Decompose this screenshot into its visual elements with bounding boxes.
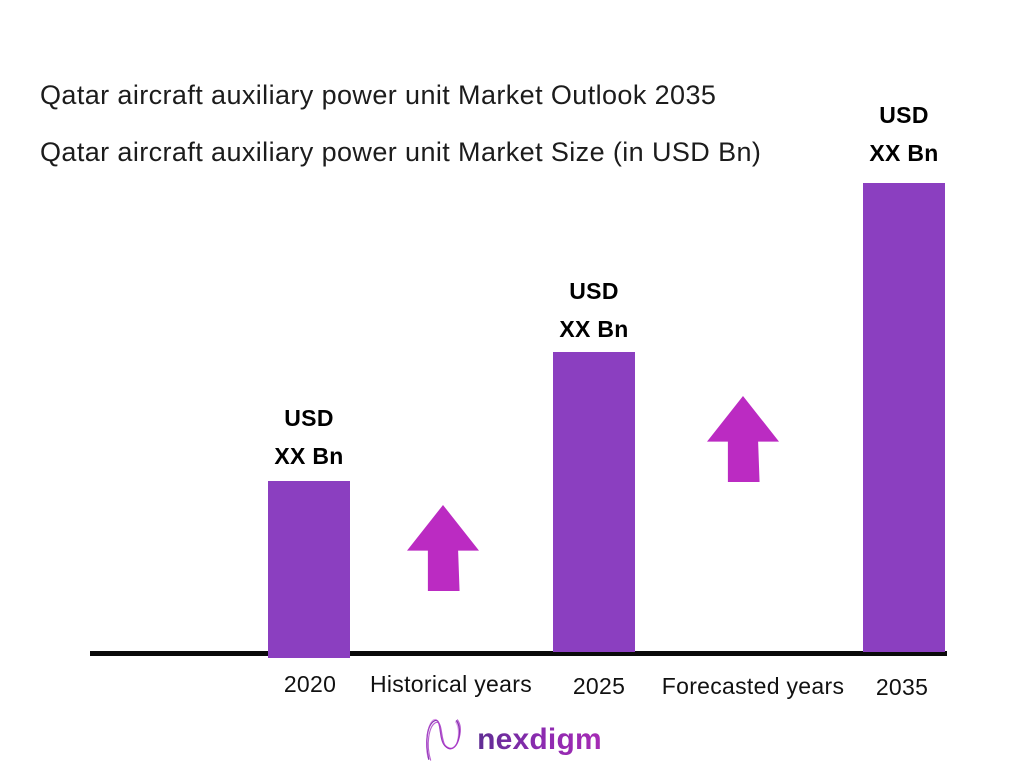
bar-value-label-2035-line2: XX Bn <box>869 140 939 166</box>
brand-logo: nexdigm <box>0 714 1024 766</box>
bar-value-label-2035-line1: USD <box>879 102 929 128</box>
growth-arrow-icon <box>407 505 479 591</box>
chart-title: Qatar aircraft auxiliary power unit Mark… <box>40 80 717 110</box>
x-tick-2035: 2035 <box>875 674 929 700</box>
bar-value-label-2020-line2: XX Bn <box>274 443 344 469</box>
chart-subtitle: Qatar aircraft auxiliary power unit Mark… <box>40 137 762 167</box>
bar-value-label-2020-line1: USD <box>284 405 334 431</box>
bar-value-label-2035: USD XX Bn <box>824 96 984 172</box>
bar-2025 <box>553 352 635 652</box>
growth-arrow-icon <box>707 396 779 482</box>
nexdigm-wave-n-icon <box>426 719 462 761</box>
bar-value-label-2025: USD XX Bn <box>514 272 674 348</box>
bar-value-label-2025-line2: XX Bn <box>559 316 629 342</box>
bar-value-label-2020: USD XX Bn <box>229 399 389 475</box>
x-tick-2020: 2020 <box>283 671 337 697</box>
brand-wordmark: nexdigm <box>477 723 602 756</box>
annotation-historical-years: Historical years <box>369 671 532 697</box>
bar-2020 <box>268 481 350 658</box>
annotation-forecasted-years: Forecasted years <box>661 673 845 699</box>
x-axis-line <box>90 651 947 656</box>
bar-value-label-2025-line1: USD <box>569 278 619 304</box>
x-tick-2025: 2025 <box>572 673 626 699</box>
bar-2035 <box>863 183 945 652</box>
